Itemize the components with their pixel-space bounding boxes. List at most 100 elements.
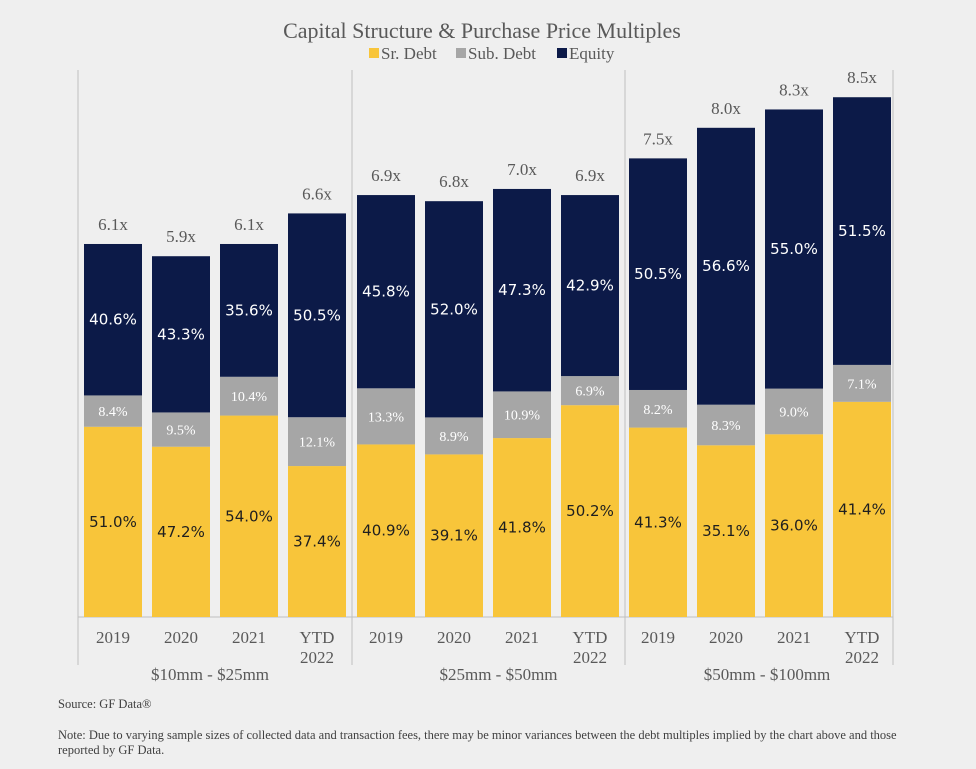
bar-sr-debt-50mm-100mm-2020 <box>697 445 755 617</box>
bar-sr-debt-10mm-25mm-2020 <box>152 446 210 617</box>
bar-sub-debt-50mm-100mm-ytd-2022 <box>833 364 891 402</box>
x-tick-10mm-25mm-2021: 2021 <box>232 628 266 647</box>
data-label-sr-debt-10mm-25mm-2020: 47.2% <box>157 523 205 541</box>
x-tick-25mm-50mm-2020: 2020 <box>437 628 471 647</box>
bar-equity-25mm-50mm-ytd-2022 <box>561 195 619 377</box>
data-label-equity-10mm-25mm-2020: 43.3% <box>157 325 205 343</box>
x-tick-25mm-50mm-ytd-2022: YTD 2022 <box>573 628 608 667</box>
x-tick-10mm-25mm-ytd-2022: YTD 2022 <box>300 628 335 667</box>
data-label-sub-debt-50mm-100mm-2021: 9.0% <box>779 405 809 420</box>
bar-sub-debt-10mm-25mm-2021 <box>220 376 278 416</box>
group-label-10mm-25mm: $10mm - $25mm <box>151 665 269 684</box>
footnote: Note: Due to varying sample sizes of col… <box>58 728 897 757</box>
data-label-equity-50mm-100mm-ytd-2022: 51.5% <box>838 222 886 240</box>
bar-sr-debt-25mm-50mm-2019 <box>357 444 415 617</box>
bar-sr-debt-10mm-25mm-ytd-2022 <box>288 466 346 617</box>
data-label-equity-25mm-50mm-2020: 52.0% <box>430 300 478 318</box>
data-label-equity-10mm-25mm-2021: 35.6% <box>225 301 273 319</box>
bar-equity-10mm-25mm-2019 <box>84 243 142 396</box>
data-label-equity-50mm-100mm-2020: 56.6% <box>702 257 750 275</box>
bar-equity-10mm-25mm-2021 <box>220 243 278 377</box>
data-label-sub-debt-10mm-25mm-2021: 10.4% <box>231 390 268 405</box>
legend-swatch-equity <box>557 48 567 58</box>
data-label-sr-debt-25mm-50mm-2021: 41.8% <box>498 519 546 537</box>
data-label-sub-debt-10mm-25mm-2019: 8.4% <box>98 405 128 420</box>
bar-sr-debt-25mm-50mm-ytd-2022 <box>561 405 619 617</box>
legend-swatch-sub-debt <box>456 48 466 58</box>
multiple-label-50mm-100mm-2021: 8.3x <box>779 80 809 99</box>
group-label-25mm-50mm: $25mm - $50mm <box>439 665 557 684</box>
bar-sr-debt-10mm-25mm-2019 <box>84 426 142 617</box>
data-label-sr-debt-50mm-100mm-2020: 35.1% <box>702 522 750 540</box>
x-axis: 2019 2020 2021 YTD 2022 $10mm - $25mm 2019 2020… <box>96 628 879 684</box>
data-label-equity-50mm-100mm-2019: 50.5% <box>634 265 682 283</box>
data-label-sr-debt-50mm-100mm-ytd-2022: 41.4% <box>838 500 886 518</box>
data-label-equity-10mm-25mm-ytd-2022: 50.5% <box>293 306 341 324</box>
chart-title: Capital Structure & Purchase Price Multi… <box>283 18 681 43</box>
x-tick-50mm-100mm-2019: 2019 <box>641 628 675 647</box>
x-tick-25mm-50mm-2019: 2019 <box>369 628 403 647</box>
chart-frame <box>77 70 894 665</box>
bar-equity-25mm-50mm-2020 <box>425 201 483 418</box>
bar-sr-debt-10mm-25mm-2021 <box>220 415 278 617</box>
bar-sub-debt-50mm-100mm-2019 <box>629 389 687 428</box>
bar-sub-debt-25mm-50mm-ytd-2022 <box>561 376 619 406</box>
bar-sr-debt-25mm-50mm-2021 <box>493 438 551 617</box>
bar-equity-50mm-100mm-2021 <box>765 109 823 389</box>
data-label-sr-debt-10mm-25mm-2019: 51.0% <box>89 513 137 531</box>
bar-equity-10mm-25mm-ytd-2022 <box>288 213 346 418</box>
data-label-sr-debt-25mm-50mm-ytd-2022: 50.2% <box>566 502 614 520</box>
labels: 51.0% 8.4% 40.6% 6.1x 47.2% 9.5% 43.3% 5.9x 54.0… <box>89 68 886 550</box>
legend-label-sr-debt: Sr. Debt <box>381 44 437 63</box>
multiple-label-10mm-25mm-ytd-2022: 6.6x <box>302 184 332 203</box>
multiple-label-50mm-100mm-ytd-2022: 8.5x <box>847 68 877 87</box>
bar-sub-debt-10mm-25mm-ytd-2022 <box>288 417 346 467</box>
data-label-sr-debt-10mm-25mm-2021: 54.0% <box>225 507 273 525</box>
bar-sub-debt-25mm-50mm-2019 <box>357 388 415 445</box>
data-label-equity-10mm-25mm-2019: 40.6% <box>89 311 137 329</box>
multiple-label-10mm-25mm-2019: 6.1x <box>98 215 128 234</box>
x-tick-50mm-100mm-ytd-2022: YTD 2022 <box>845 628 880 667</box>
bar-sr-debt-50mm-100mm-2021 <box>765 434 823 617</box>
bar-sub-debt-25mm-50mm-2021 <box>493 391 551 439</box>
data-label-sub-debt-10mm-25mm-ytd-2022: 12.1% <box>299 436 336 451</box>
data-label-sr-debt-10mm-25mm-ytd-2022: 37.4% <box>293 533 341 551</box>
group-label-50mm-100mm: $50mm - $100mm <box>704 665 831 684</box>
bar-sr-debt-50mm-100mm-2019 <box>629 427 687 617</box>
bar-sub-debt-10mm-25mm-2019 <box>84 395 142 427</box>
data-label-sub-debt-25mm-50mm-2021: 10.9% <box>504 409 541 424</box>
multiple-label-50mm-100mm-2020: 8.0x <box>711 99 741 118</box>
bar-sr-debt-25mm-50mm-2020 <box>425 454 483 617</box>
source-note: Source: GF Data® <box>58 697 152 711</box>
legend-label-equity: Equity <box>569 44 615 63</box>
x-tick-50mm-100mm-2021: 2021 <box>777 628 811 647</box>
data-label-equity-25mm-50mm-2019: 45.8% <box>362 283 410 301</box>
bar-equity-25mm-50mm-2021 <box>493 188 551 392</box>
bar-sub-debt-50mm-100mm-2021 <box>765 388 823 435</box>
legend-swatch-sr-debt <box>369 48 379 58</box>
data-label-equity-25mm-50mm-ytd-2022: 42.9% <box>566 277 614 295</box>
data-label-sub-debt-25mm-50mm-ytd-2022: 6.9% <box>575 385 605 400</box>
bar-equity-50mm-100mm-2020 <box>697 127 755 405</box>
x-tick-50mm-100mm-2020: 2020 <box>709 628 743 647</box>
bars <box>84 97 891 617</box>
bar-equity-50mm-100mm-2019 <box>629 158 687 390</box>
multiple-label-25mm-50mm-2019: 6.9x <box>371 166 401 185</box>
multiple-label-25mm-50mm-2021: 7.0x <box>507 160 537 179</box>
data-label-sr-debt-25mm-50mm-2019: 40.9% <box>362 522 410 540</box>
data-label-sub-debt-50mm-100mm-2020: 8.3% <box>711 419 741 434</box>
bar-sub-debt-10mm-25mm-2020 <box>152 412 210 447</box>
multiple-label-50mm-100mm-2019: 7.5x <box>643 129 673 148</box>
x-tick-10mm-25mm-2019: 2019 <box>96 628 130 647</box>
bar-equity-50mm-100mm-ytd-2022 <box>833 97 891 365</box>
data-label-equity-50mm-100mm-2021: 55.0% <box>770 240 818 258</box>
data-label-sub-debt-10mm-25mm-2020: 9.5% <box>166 424 196 439</box>
bar-equity-25mm-50mm-2019 <box>357 195 415 389</box>
data-label-sr-debt-50mm-100mm-2019: 41.3% <box>634 513 682 531</box>
data-label-sub-debt-25mm-50mm-2019: 13.3% <box>368 410 405 425</box>
multiple-label-25mm-50mm-ytd-2022: 6.9x <box>575 166 605 185</box>
data-label-sub-debt-25mm-50mm-2020: 8.9% <box>439 430 469 445</box>
data-label-sub-debt-50mm-100mm-2019: 8.2% <box>643 403 673 418</box>
bar-sub-debt-25mm-50mm-2020 <box>425 417 483 455</box>
